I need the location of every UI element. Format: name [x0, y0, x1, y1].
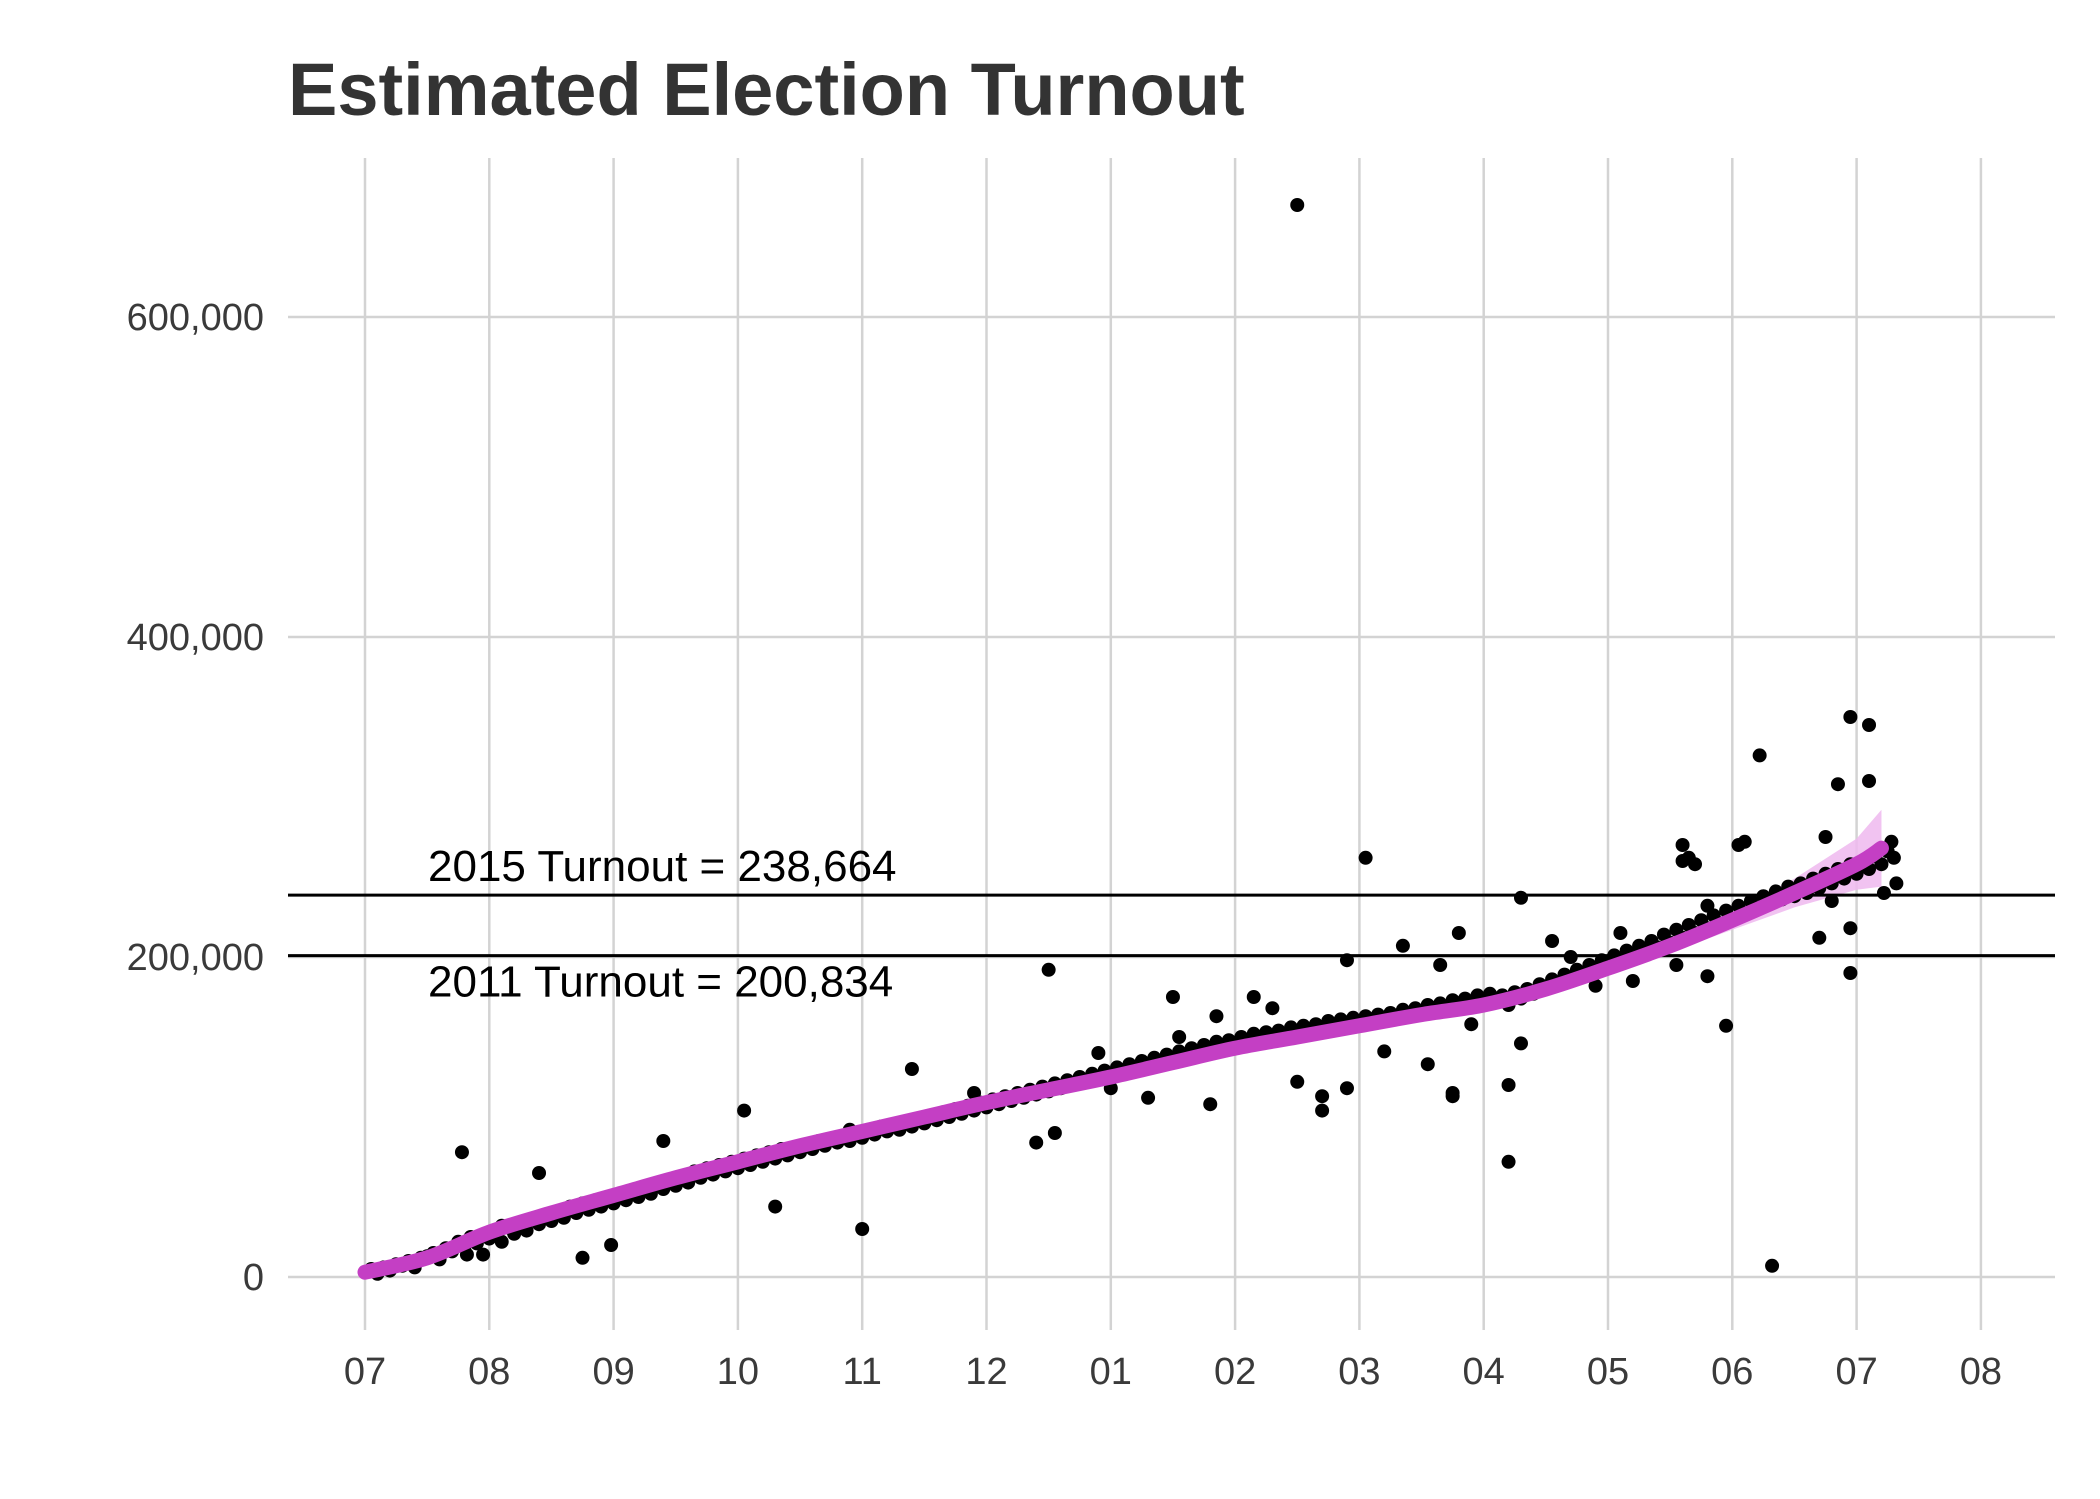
data-point — [855, 1222, 870, 1236]
chart-title: Estimated Election Turnout — [288, 48, 1245, 131]
data-point — [1563, 950, 1578, 964]
data-point — [1876, 886, 1891, 900]
data-point — [1513, 890, 1528, 905]
x-tick-label: 10 — [717, 1351, 759, 1393]
data-point — [1041, 962, 1056, 977]
data-point — [1889, 876, 1904, 891]
data-point — [1830, 777, 1845, 792]
data-point — [604, 1238, 619, 1252]
data-point — [1246, 990, 1261, 1004]
x-tick-label: 09 — [592, 1351, 634, 1393]
data-point — [1464, 1017, 1479, 1032]
data-point — [1029, 1135, 1044, 1150]
x-tick-label: 05 — [1587, 1351, 1629, 1393]
data-point — [737, 1103, 752, 1118]
data-point — [1513, 1036, 1528, 1051]
data-point — [1765, 1258, 1780, 1273]
data-point — [1824, 894, 1839, 908]
data-point — [1047, 1126, 1062, 1140]
gridlines — [288, 158, 2055, 1330]
scatter-points — [358, 198, 1904, 1281]
x-tick-label: 04 — [1463, 1351, 1505, 1393]
data-point — [1700, 898, 1715, 913]
x-tick-label: 07 — [1835, 1351, 1877, 1393]
data-point — [1203, 1097, 1218, 1112]
data-point — [1700, 969, 1715, 984]
data-point — [904, 1062, 919, 1076]
data-point — [1613, 926, 1628, 940]
data-point — [1501, 1078, 1516, 1092]
data-point — [1719, 1018, 1734, 1033]
data-point — [1433, 958, 1448, 972]
data-point — [1420, 1057, 1435, 1072]
data-point — [1358, 850, 1373, 865]
x-axis-tick-labels: 07 08 09 10 11 12 01 02 03 04 05 06 07 08 — [344, 1351, 2002, 1393]
data-point — [454, 1145, 469, 1160]
data-point — [1843, 710, 1858, 724]
data-point — [1165, 990, 1180, 1004]
data-point — [1172, 1030, 1187, 1044]
x-tick-label: 06 — [1711, 1351, 1753, 1393]
data-point — [532, 1166, 547, 1180]
x-tick-label: 11 — [842, 1351, 881, 1393]
data-point — [575, 1250, 590, 1265]
data-point — [1141, 1090, 1156, 1105]
data-point — [1315, 1089, 1330, 1104]
data-point — [768, 1199, 783, 1214]
data-point — [1737, 834, 1752, 849]
data-point — [1445, 1089, 1460, 1104]
data-point — [476, 1247, 491, 1262]
data-point — [1451, 926, 1466, 940]
data-point — [1862, 718, 1877, 732]
data-point — [1315, 1103, 1330, 1118]
data-point — [1669, 958, 1684, 972]
reference-line-label: 2015 Turnout = 238,664 — [428, 842, 897, 891]
trend-line-path — [357, 840, 1889, 1280]
y-tick-label: 400,000 — [127, 617, 264, 659]
data-point — [1290, 1074, 1305, 1089]
x-tick-label: 07 — [344, 1351, 386, 1393]
data-point — [1843, 966, 1858, 980]
data-point — [1818, 830, 1833, 844]
y-axis-tick-labels: 0 200,000 400,000 600,000 — [127, 297, 264, 1299]
data-point — [1588, 978, 1603, 993]
data-point — [1843, 921, 1858, 936]
x-tick-label: 08 — [1960, 1351, 2002, 1393]
y-tick-label: 200,000 — [127, 937, 264, 979]
data-point — [1501, 1154, 1516, 1169]
data-point — [1812, 930, 1827, 945]
data-point — [1625, 974, 1640, 988]
data-point — [1339, 1081, 1354, 1096]
y-tick-label: 600,000 — [127, 297, 264, 339]
data-point — [1377, 1044, 1392, 1059]
x-tick-label: 12 — [965, 1351, 1007, 1393]
data-point — [967, 1086, 982, 1100]
data-point — [1265, 1001, 1280, 1016]
data-point — [1675, 838, 1690, 852]
data-point — [1688, 857, 1703, 872]
data-point — [656, 1134, 671, 1148]
y-tick-label: 0 — [243, 1257, 264, 1299]
trend-line — [357, 840, 1889, 1280]
data-point — [1886, 850, 1901, 865]
data-point — [1545, 934, 1560, 948]
reference-lines: 2015 Turnout = 238,664 2011 Turnout = 200… — [288, 842, 2055, 1007]
data-point — [494, 1234, 509, 1249]
data-point — [1091, 1046, 1106, 1060]
data-point — [1395, 938, 1410, 953]
reference-line-label: 2011 Turnout = 200,834 — [428, 958, 893, 1007]
x-tick-label: 02 — [1214, 1351, 1256, 1393]
x-tick-label: 03 — [1338, 1351, 1380, 1393]
data-point — [1862, 774, 1877, 788]
data-point — [1209, 1009, 1224, 1024]
data-point — [1290, 198, 1305, 212]
x-tick-label: 08 — [468, 1351, 510, 1393]
data-point — [1752, 748, 1767, 763]
x-tick-label: 01 — [1090, 1351, 1132, 1393]
data-point — [1339, 953, 1354, 968]
data-point — [1874, 857, 1889, 872]
